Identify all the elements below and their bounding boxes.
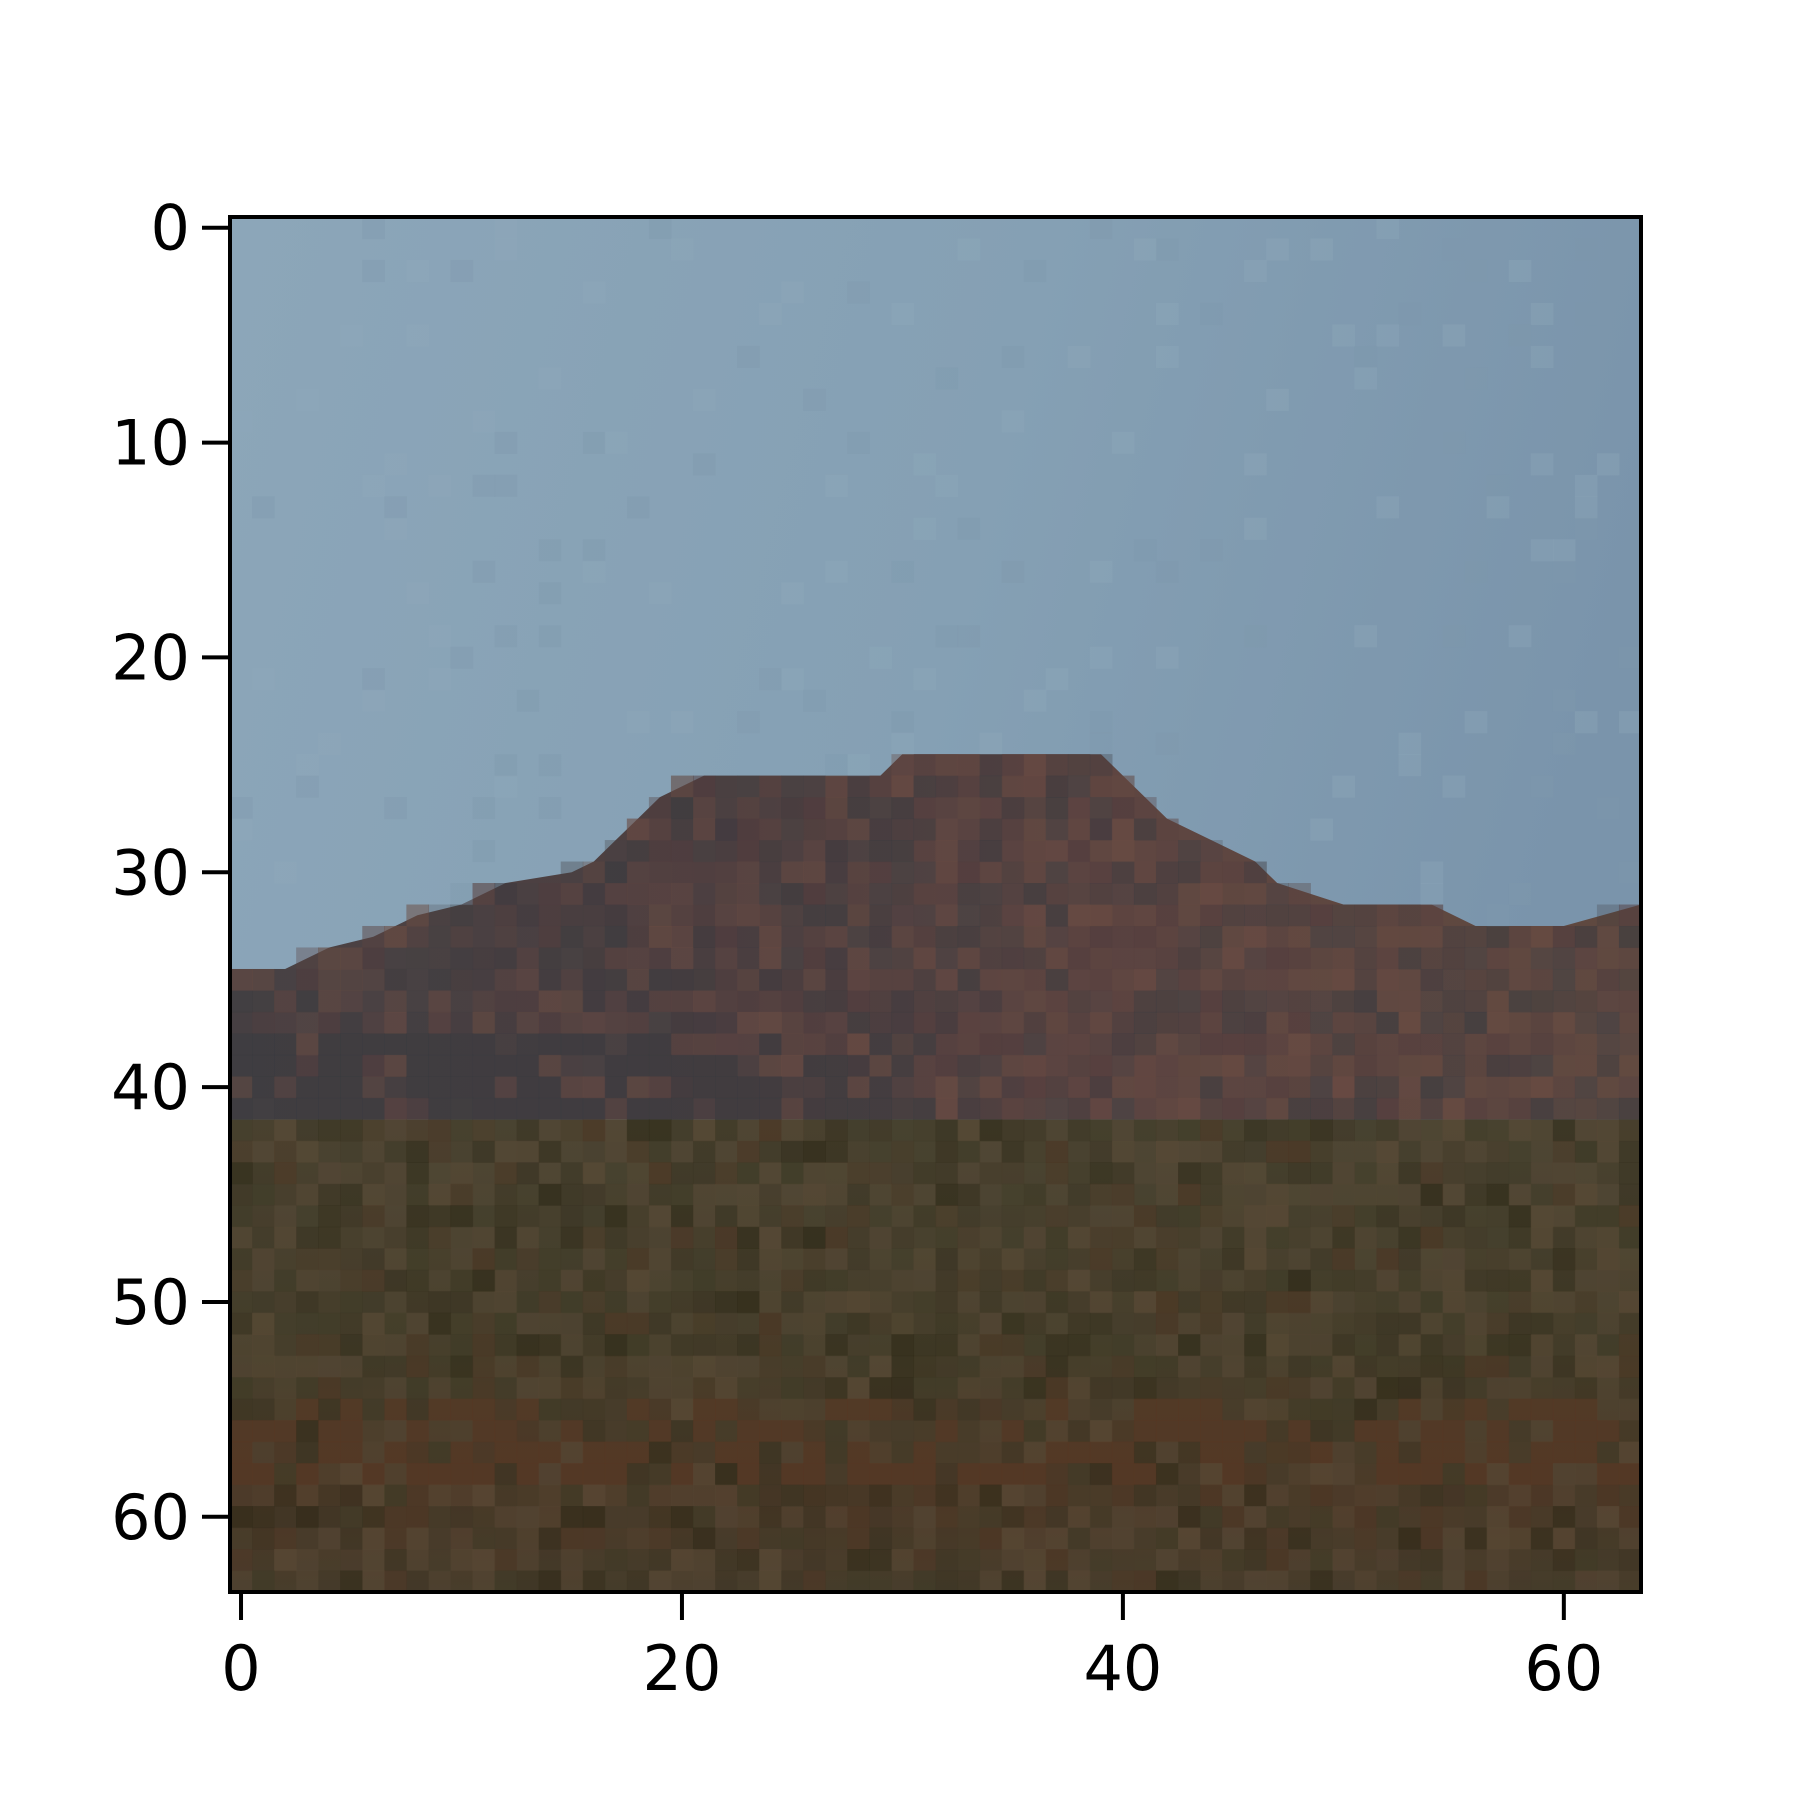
y-tick-label: 30 <box>111 836 190 909</box>
x-tick-label: 40 <box>1083 1632 1162 1705</box>
pixel-texture <box>230 217 1641 1592</box>
x-tick-label: 0 <box>221 1632 260 1705</box>
y-axis: 0 10 20 30 40 50 60 <box>111 192 230 1554</box>
x-tick-label: 60 <box>1524 1632 1603 1705</box>
y-tick-label: 10 <box>111 407 190 480</box>
y-tick-label: 0 <box>151 192 190 265</box>
landscape-image <box>230 217 1641 1592</box>
x-axis: 0 20 40 60 <box>221 1592 1603 1705</box>
x-tick-label: 20 <box>643 1632 722 1705</box>
y-tick-label: 50 <box>111 1266 190 1339</box>
plot-frame <box>228 215 1643 1594</box>
y-tick-label: 60 <box>111 1481 190 1554</box>
y-tick-label: 20 <box>111 621 190 694</box>
y-tick-label: 40 <box>111 1051 190 1124</box>
